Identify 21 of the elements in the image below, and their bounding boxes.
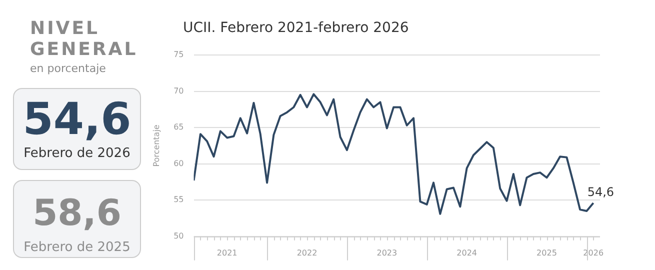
- text: Febrero de 2026: [22, 145, 132, 163]
- chart-title: UCII. Febrero 2021-febrero 2026: [183, 20, 409, 36]
- y-tick-label: 55: [174, 195, 184, 204]
- y-tick-label: 70: [174, 86, 184, 96]
- x-tick-label: 2022: [296, 248, 318, 258]
- x-tick-label: 2025: [536, 248, 557, 258]
- text: Febrero de 2025: [22, 239, 132, 257]
- x-tick-label: 2023: [376, 248, 398, 258]
- x-tick-label: 2021: [216, 248, 238, 258]
- y-axis-title: Porcentaje: [152, 124, 161, 167]
- text: 58,6: [32, 192, 122, 236]
- y-tick-label: 65: [174, 122, 184, 132]
- y-tick-label: 60: [174, 158, 184, 168]
- y-tick-label: 75: [174, 50, 184, 60]
- annotation: 54,6: [587, 185, 614, 200]
- text: en porcentaje: [30, 62, 106, 75]
- y-tick-label: 50: [174, 231, 184, 240]
- x-tick-label: 2026: [583, 248, 604, 258]
- text: 54,6: [22, 94, 132, 145]
- text: NIVEL GENERAL: [30, 18, 139, 60]
- x-tick-label: 2024: [456, 248, 477, 258]
